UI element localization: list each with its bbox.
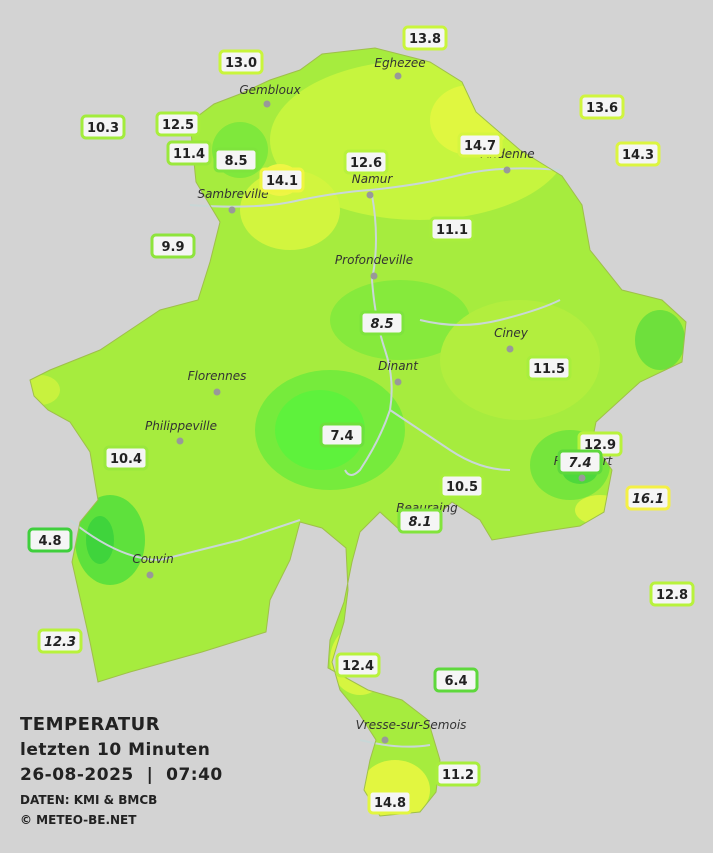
city-label: Ciney bbox=[494, 326, 529, 340]
station-value: 14.1 bbox=[266, 174, 298, 189]
city-label: Philippeville bbox=[145, 419, 217, 433]
rivers bbox=[69, 167, 561, 748]
station-value: 14.3 bbox=[622, 148, 654, 163]
station-value: 11.2 bbox=[442, 768, 474, 783]
title-line: letzten 10 Minuten bbox=[20, 740, 210, 760]
station-value: 14.8 bbox=[374, 796, 406, 811]
city-dot bbox=[381, 736, 389, 744]
city-dot bbox=[263, 100, 271, 108]
city-dot bbox=[366, 191, 374, 199]
station-badge bbox=[435, 761, 481, 787]
station-badge bbox=[259, 167, 305, 193]
city-label: Profondeville bbox=[335, 253, 413, 267]
city-dot bbox=[146, 571, 154, 579]
station-value: 12.8 bbox=[656, 588, 688, 603]
station-value: 14.7 bbox=[464, 139, 496, 154]
station-badge bbox=[402, 25, 448, 51]
station-value: 13.6 bbox=[586, 101, 618, 116]
stations: 13.8 13.0 12.5 10.3 11.4 8.5 12.6 14.1 14.7 13.6 1… bbox=[27, 25, 695, 815]
station-badge bbox=[155, 111, 201, 137]
city-label: Dinant bbox=[378, 359, 419, 373]
station-value: 12.3 bbox=[44, 635, 76, 650]
station-value: 12.4 bbox=[342, 659, 374, 674]
station-badge bbox=[557, 449, 603, 475]
station-badge bbox=[319, 422, 365, 448]
station-badge bbox=[397, 508, 443, 534]
station-badge bbox=[649, 581, 695, 607]
station-value: 10.5 bbox=[446, 480, 478, 495]
station-badge bbox=[213, 147, 259, 173]
city-dot bbox=[370, 272, 378, 280]
station-value: 11.4 bbox=[173, 147, 205, 162]
station-badge bbox=[433, 667, 479, 693]
station-badge bbox=[429, 216, 475, 242]
city-label: Eghezee bbox=[374, 56, 425, 70]
city-dot bbox=[394, 72, 402, 80]
station-badge bbox=[439, 473, 485, 499]
station-badge bbox=[27, 527, 73, 553]
station-value: 8.5 bbox=[370, 317, 393, 332]
title-line: 26-08-2025 | 07:40 bbox=[20, 765, 223, 785]
station-value: 16.1 bbox=[632, 492, 664, 507]
station-value: 12.6 bbox=[350, 156, 382, 171]
city-dot bbox=[394, 378, 402, 386]
station-value: 8.1 bbox=[408, 515, 431, 530]
station-value: 8.5 bbox=[224, 154, 247, 169]
station-value: 12.5 bbox=[162, 118, 194, 133]
station-badge bbox=[579, 94, 625, 120]
station-value: 4.8 bbox=[38, 534, 61, 549]
station-badge bbox=[625, 485, 671, 511]
station-badge bbox=[367, 789, 413, 815]
station-value: 7.4 bbox=[568, 456, 591, 471]
station-badge bbox=[335, 652, 381, 678]
station-value: 10.3 bbox=[87, 121, 119, 136]
station-value: 6.4 bbox=[444, 674, 467, 689]
title-line: TEMPERATUR bbox=[20, 714, 160, 735]
station-value: 9.9 bbox=[161, 240, 184, 255]
station-value: 11.1 bbox=[436, 223, 468, 238]
legend: TEMPERATUR letzten 10 Minuten 26-08-2025 |… bbox=[20, 714, 223, 827]
station-badge bbox=[526, 355, 572, 381]
city-label: Vresse-sur-Semois bbox=[356, 718, 467, 732]
station-value: 7.4 bbox=[330, 429, 353, 444]
station-badge bbox=[166, 140, 212, 166]
station-badge bbox=[343, 149, 389, 175]
city-dot bbox=[578, 474, 586, 482]
credit-line: DATEN: KMI & BMCB bbox=[20, 793, 157, 807]
credit-line: © METEO-BE.NET bbox=[20, 813, 137, 827]
station-badge bbox=[457, 132, 503, 158]
station-value: 11.5 bbox=[533, 362, 565, 377]
city-label: Florennes bbox=[188, 369, 247, 383]
station-value: 13.8 bbox=[409, 32, 441, 47]
station-badge bbox=[218, 49, 264, 75]
city-dot bbox=[503, 166, 511, 174]
city-label: Gembloux bbox=[239, 83, 301, 97]
station-value: 12.9 bbox=[584, 438, 616, 453]
station-badge bbox=[80, 114, 126, 140]
city-dot bbox=[213, 388, 221, 396]
station-value: 13.0 bbox=[225, 56, 257, 71]
city-label: Sambreville bbox=[197, 187, 268, 201]
station-badge bbox=[359, 310, 405, 336]
city-label: Couvin bbox=[132, 552, 173, 566]
station-value: 10.4 bbox=[110, 452, 142, 467]
station-badge bbox=[103, 445, 149, 471]
station-badge bbox=[37, 628, 83, 654]
city-label: Namur bbox=[352, 172, 394, 186]
city-dot bbox=[228, 206, 236, 214]
city-dot bbox=[506, 345, 514, 353]
city-dot bbox=[176, 437, 184, 445]
station-badge bbox=[150, 233, 196, 259]
station-badge bbox=[615, 141, 661, 167]
